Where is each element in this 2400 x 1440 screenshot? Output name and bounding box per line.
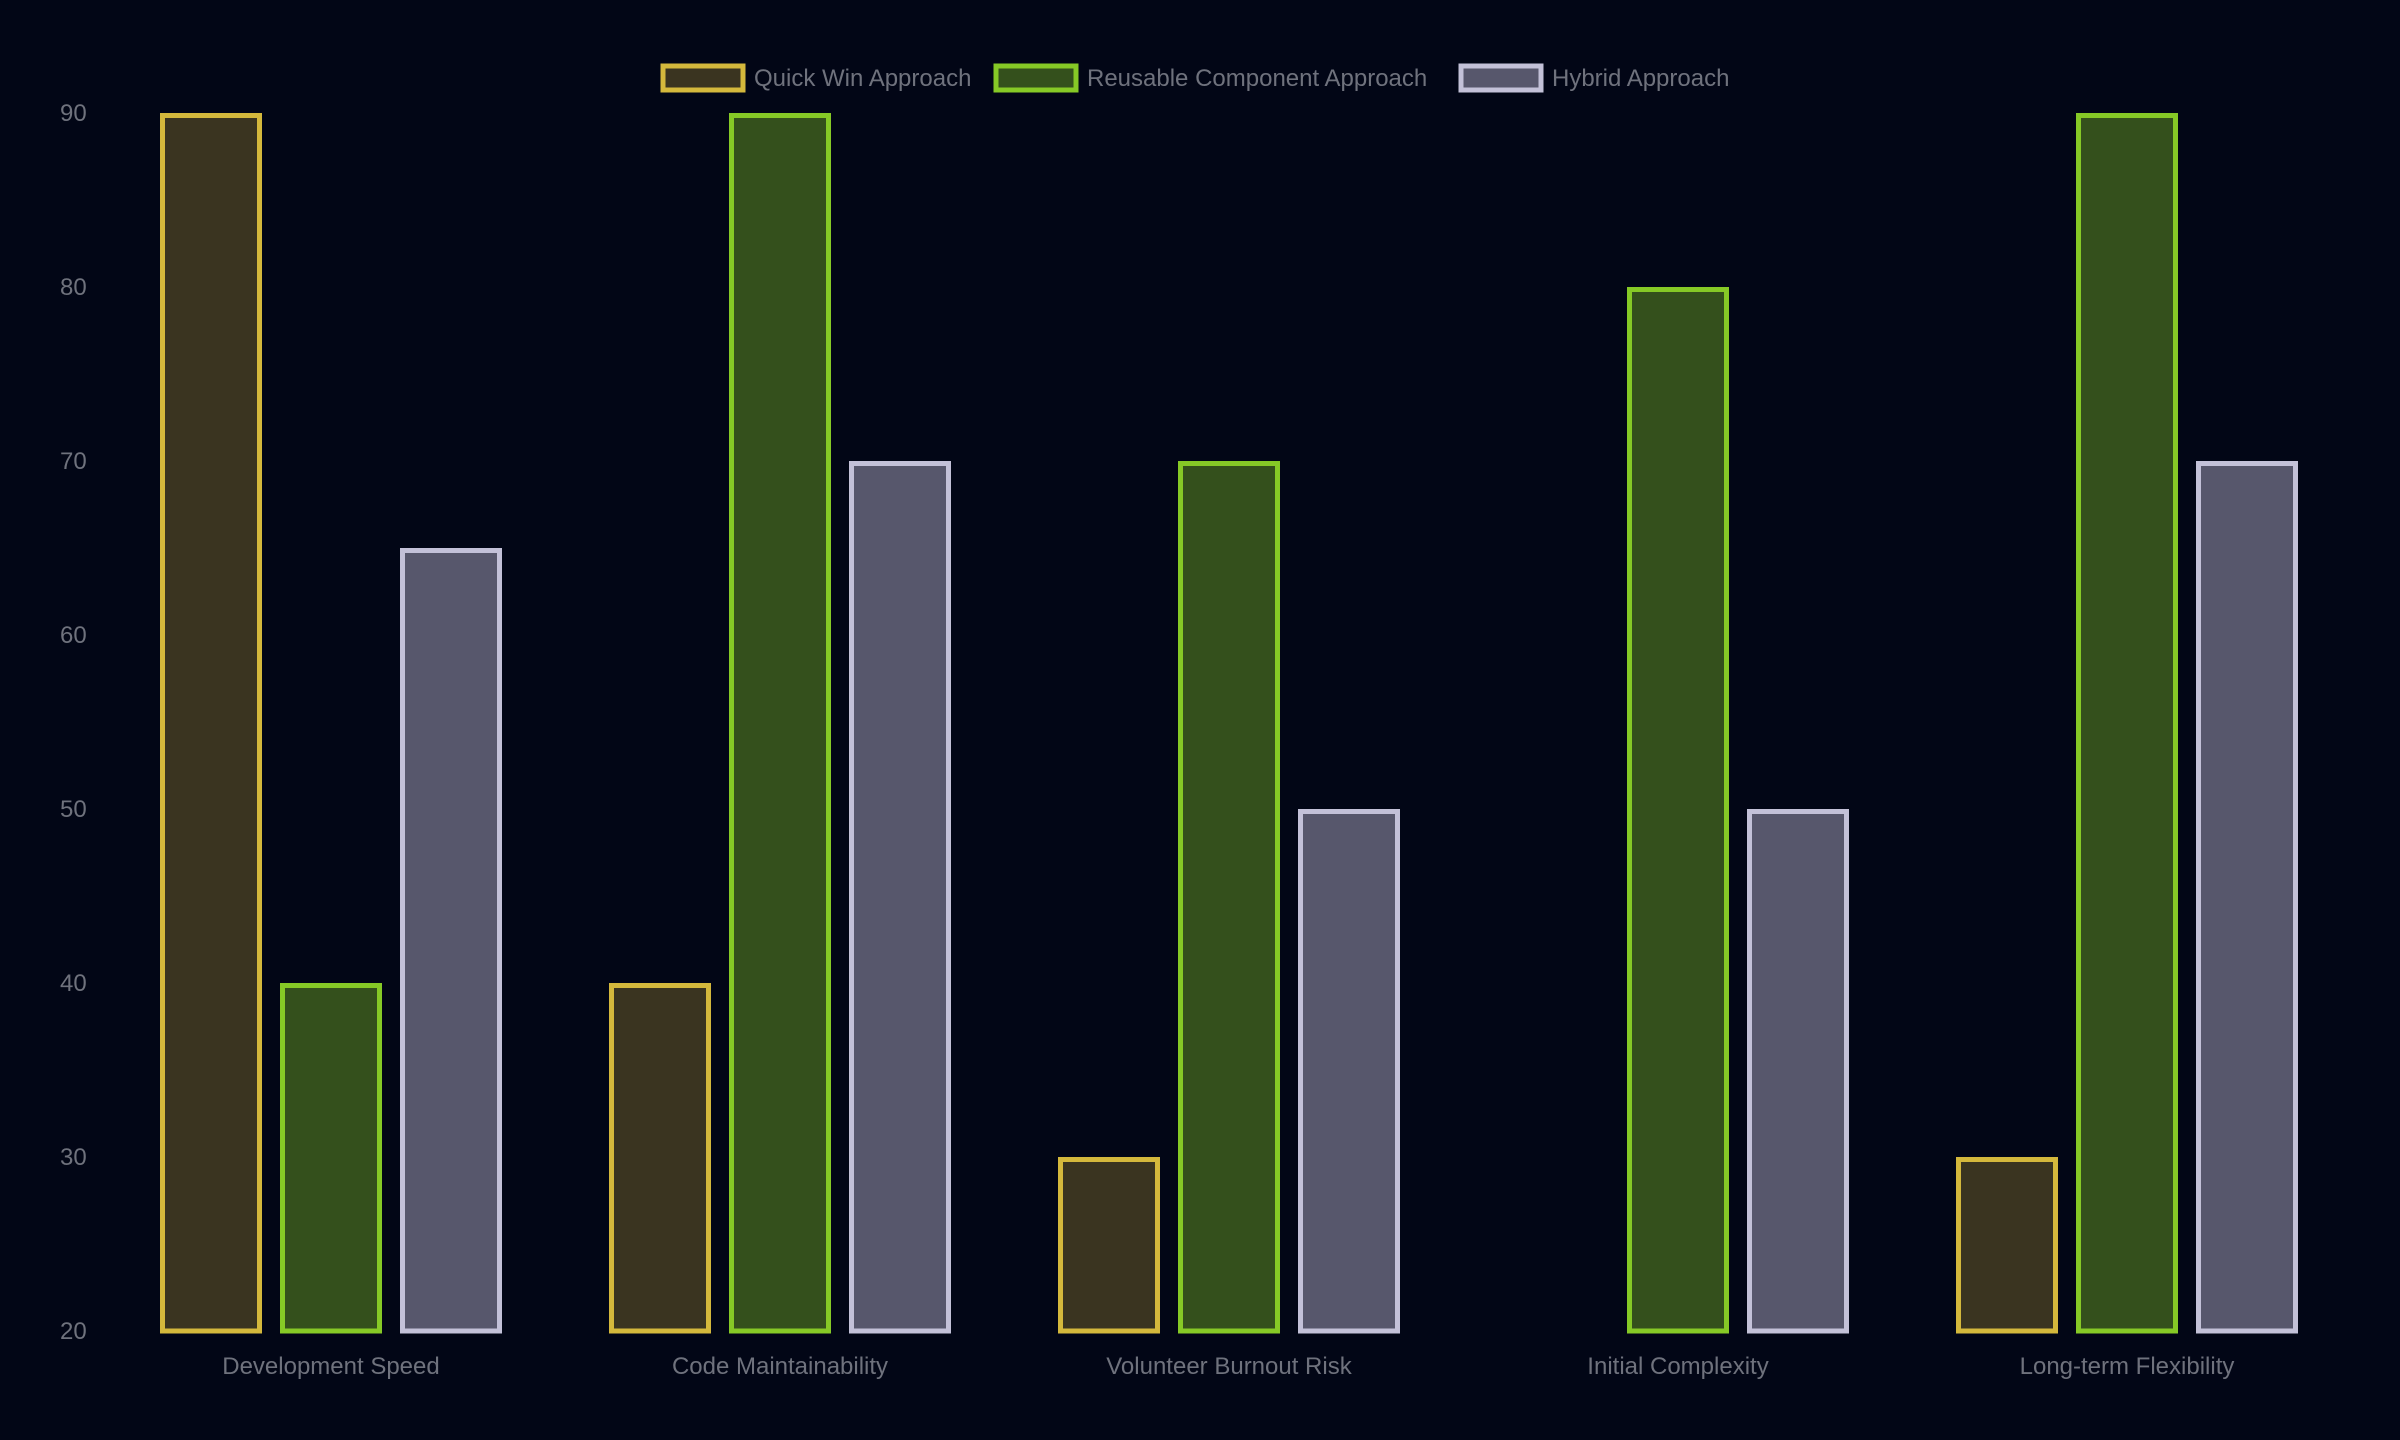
bar-development-speed-series-1[interactable] xyxy=(280,983,382,1334)
bar-initial-complexity-series-2[interactable] xyxy=(1747,809,1849,1334)
bar-initial-complexity-series-1[interactable] xyxy=(1627,287,1729,1334)
x-tick-label-4: Long-term Flexibility xyxy=(2020,1353,2235,1380)
y-tick-label-20: 20 xyxy=(60,1318,87,1345)
y-axis: 20 30 40 50 60 70 80 90 xyxy=(60,100,87,1345)
bar-long-term-flexibility-series-2[interactable] xyxy=(2196,461,2298,1334)
y-tick-label-90: 90 xyxy=(60,100,87,127)
y-tick-label-40: 40 xyxy=(60,970,87,997)
legend-swatch-1 xyxy=(993,63,1079,93)
bar-development-speed-series-2[interactable] xyxy=(400,548,502,1334)
bar-long-term-flexibility-series-0[interactable] xyxy=(1956,1157,2058,1334)
legend-label-0: Quick Win Approach xyxy=(754,65,971,92)
y-tick-label-30: 30 xyxy=(60,1144,87,1171)
legend-item-0[interactable]: Quick Win Approach xyxy=(660,63,971,93)
bar-volunteer-burnout-risk-series-1[interactable] xyxy=(1178,461,1280,1334)
bar-volunteer-burnout-risk-series-2[interactable] xyxy=(1298,809,1400,1334)
bar-code-maintainability-series-1[interactable] xyxy=(729,113,831,1334)
legend-label-2: Hybrid Approach xyxy=(1552,65,1729,92)
y-tick-label-70: 70 xyxy=(60,448,87,475)
x-tick-label-3: Initial Complexity xyxy=(1587,1353,1768,1380)
y-tick-label-80: 80 xyxy=(60,274,87,301)
bars-group xyxy=(160,113,2298,1334)
legend-label-1: Reusable Component Approach xyxy=(1087,65,1427,92)
x-tick-label-1: Code Maintainability xyxy=(672,1353,888,1380)
legend-swatch-0 xyxy=(660,63,746,93)
legend-swatch-2 xyxy=(1458,63,1544,93)
x-axis: Development Speed Code Maintainability Vol… xyxy=(222,1353,2234,1380)
bar-development-speed-series-0[interactable] xyxy=(160,113,262,1334)
bar-code-maintainability-series-2[interactable] xyxy=(849,461,951,1334)
legend: Quick Win Approach Reusable Component App… xyxy=(660,63,1729,93)
legend-item-1[interactable]: Reusable Component Approach xyxy=(993,63,1427,93)
x-tick-label-0: Development Speed xyxy=(222,1353,439,1380)
y-tick-label-60: 60 xyxy=(60,622,87,649)
legend-item-2[interactable]: Hybrid Approach xyxy=(1458,63,1729,93)
y-tick-label-50: 50 xyxy=(60,796,87,823)
bar-volunteer-burnout-risk-series-0[interactable] xyxy=(1058,1157,1160,1334)
x-tick-label-2: Volunteer Burnout Risk xyxy=(1106,1353,1352,1380)
bar-code-maintainability-series-0[interactable] xyxy=(609,983,711,1334)
bar-long-term-flexibility-series-1[interactable] xyxy=(2076,113,2178,1334)
